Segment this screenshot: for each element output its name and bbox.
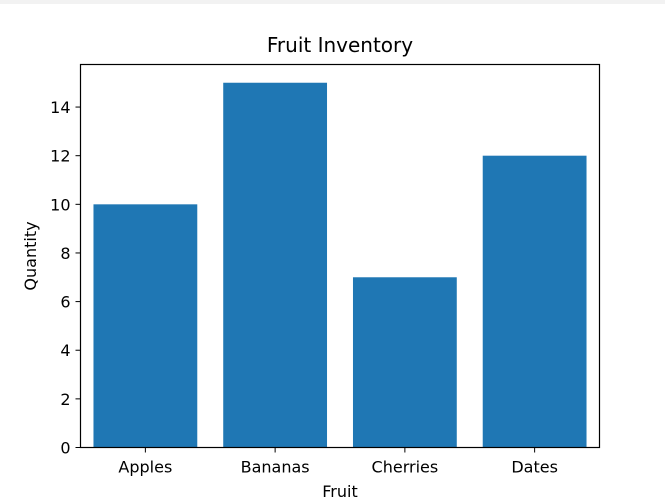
bar-bananas xyxy=(223,82,328,448)
x-tick-label: Bananas xyxy=(241,458,310,477)
y-tick-label: 2 xyxy=(60,390,70,409)
bar-dates xyxy=(482,155,587,448)
x-tick-label: Apples xyxy=(118,458,172,477)
y-tick-label: 10 xyxy=(50,195,70,214)
x-tick-label: Cherries xyxy=(372,458,439,477)
plot-frame xyxy=(79,63,601,449)
window-top-strip xyxy=(0,0,665,4)
y-tick-label: 8 xyxy=(60,244,70,263)
y-tick-label: 6 xyxy=(60,293,70,312)
bar-cherries xyxy=(352,277,457,448)
y-tick-label: 4 xyxy=(60,341,70,360)
chart-title: Fruit Inventory xyxy=(267,33,413,57)
y-tick-label: 14 xyxy=(50,98,70,117)
x-axis-label: Fruit xyxy=(322,482,357,501)
y-tick-label: 12 xyxy=(50,147,70,166)
x-axis-ticks: Apples Bananas Cherries Dates xyxy=(118,447,558,477)
y-axis-label: Quantity xyxy=(21,221,40,290)
y-axis-ticks: 0 2 4 6 8 10 12 14 xyxy=(50,98,81,458)
x-tick-label: Dates xyxy=(511,458,558,477)
bar-apples xyxy=(93,204,198,448)
bars-group xyxy=(93,82,587,448)
y-tick-label: 0 xyxy=(60,439,70,458)
